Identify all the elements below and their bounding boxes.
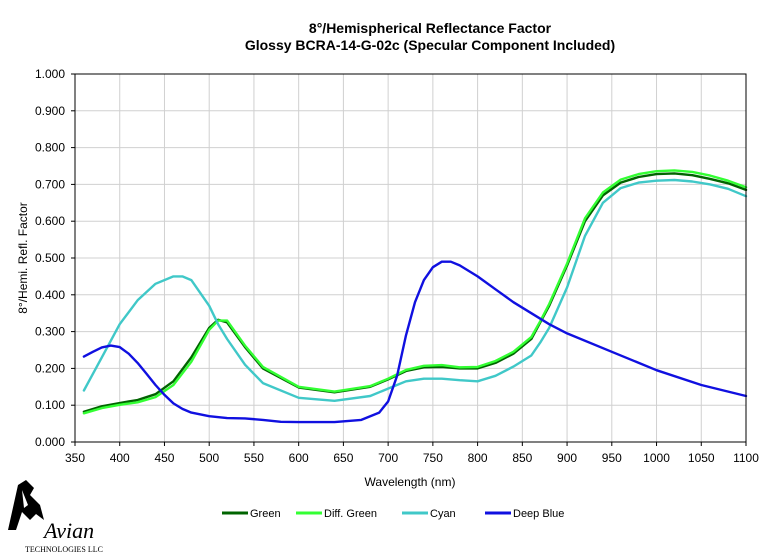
series-line-cyan	[82, 178, 748, 402]
legend-item: Green	[222, 508, 281, 520]
logo-name: Avian	[42, 518, 94, 543]
x-tick-label: 1100	[733, 451, 759, 465]
x-tick-label: 500	[199, 451, 219, 465]
series-line-green	[82, 172, 748, 413]
avian-logo: Avian TECHNOLOGIES LLC	[8, 480, 103, 554]
y-axis-ticks: 0.000 0.100 0.200 0.300 0.400 0.500 0.600 0.700…	[35, 67, 75, 449]
x-tick-label: 750	[423, 451, 443, 465]
x-tick-label: 800	[468, 451, 488, 465]
x-tick-label: 1050	[688, 451, 715, 465]
legend-label: Diff. Green	[324, 508, 377, 520]
x-axis-ticks: 350 400 450 500 550 600 650 700 750 800 850 900 950 1…	[65, 442, 759, 465]
logo-tagline: TECHNOLOGIES LLC	[25, 545, 103, 554]
x-tick-label: 550	[244, 451, 264, 465]
y-tick-label: 0.600	[35, 214, 65, 228]
chart-subtitle: Glossy BCRA-14-G-02c (Specular Component…	[245, 37, 615, 53]
y-tick-label: 0.200	[35, 361, 65, 375]
x-tick-label: 650	[333, 451, 353, 465]
grid	[75, 74, 746, 442]
x-tick-label: 700	[378, 451, 398, 465]
y-tick-label: 0.800	[35, 141, 65, 155]
legend-label: Cyan	[430, 508, 456, 520]
y-tick-label: 0.400	[35, 288, 65, 302]
legend-item: Diff. Green	[296, 508, 377, 520]
y-tick-label: 1.000	[35, 67, 65, 81]
series-lines	[82, 169, 748, 424]
legend-label: Green	[250, 508, 281, 520]
x-tick-label: 1000	[643, 451, 670, 465]
y-tick-label: 0.100	[35, 398, 65, 412]
bird-wing-icon	[22, 490, 28, 508]
x-tick-label: 850	[512, 451, 532, 465]
y-tick-label: 0.000	[35, 435, 65, 449]
legend: Green Diff. Green Cyan Deep Blue	[222, 508, 564, 520]
legend-label: Deep Blue	[513, 508, 564, 520]
series-line-deep-blue	[82, 260, 748, 424]
series-line-diff-green	[82, 169, 748, 415]
x-tick-label: 950	[602, 451, 622, 465]
y-tick-label: 0.900	[35, 104, 65, 118]
y-axis-label: 8°/Hemi. Refl. Factor	[16, 202, 30, 314]
chart-title: 8°/Hemispherical Reflectance Factor	[309, 20, 552, 36]
x-tick-label: 450	[154, 451, 174, 465]
y-tick-label: 0.500	[35, 251, 65, 265]
x-tick-label: 900	[557, 451, 577, 465]
legend-item: Deep Blue	[485, 508, 564, 520]
x-tick-label: 600	[289, 451, 309, 465]
x-tick-label: 350	[65, 451, 85, 465]
x-tick-label: 400	[110, 451, 130, 465]
legend-item: Cyan	[402, 508, 456, 520]
x-axis-label: Wavelength (nm)	[365, 475, 456, 489]
y-tick-label: 0.700	[35, 177, 65, 191]
y-tick-label: 0.300	[35, 325, 65, 339]
